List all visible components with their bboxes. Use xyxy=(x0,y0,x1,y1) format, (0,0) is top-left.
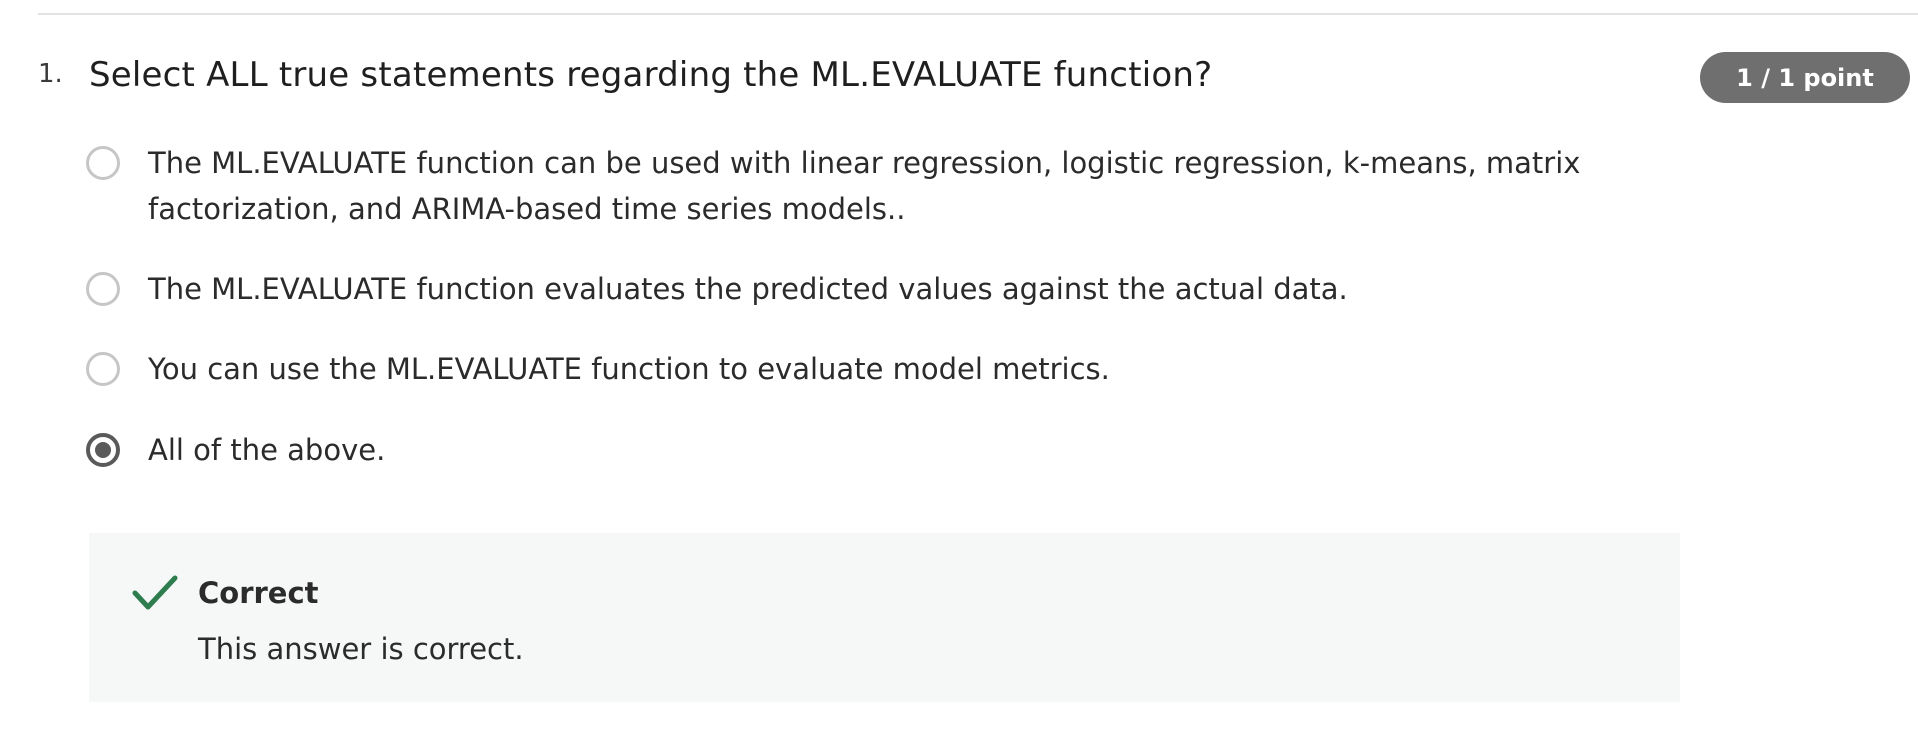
option-1[interactable]: The ML.EVALUATE function can be used wit… xyxy=(86,146,1668,232)
radio-button[interactable] xyxy=(86,352,120,386)
option-label: The ML.EVALUATE function evaluates the p… xyxy=(148,272,1348,306)
feedback-title: Correct xyxy=(198,576,319,610)
option-4[interactable]: All of the above. xyxy=(86,433,1668,473)
score-badge: 1 / 1 point xyxy=(1700,52,1910,103)
feedback-text: This answer is correct. xyxy=(198,632,524,666)
option-label: You can use the ML.EVALUATE function to … xyxy=(148,352,1110,386)
question-number: 1. xyxy=(38,59,63,89)
option-label: The ML.EVALUATE function can be used wit… xyxy=(148,146,1581,226)
question-text: Select ALL true statements regarding the… xyxy=(89,55,1213,95)
option-3[interactable]: You can use the ML.EVALUATE function to … xyxy=(86,352,1668,392)
option-label: All of the above. xyxy=(148,433,386,467)
checkmark-icon xyxy=(132,575,178,610)
top-divider xyxy=(38,13,1918,15)
radio-button-selected[interactable] xyxy=(86,433,120,467)
radio-button[interactable] xyxy=(86,272,120,306)
option-2[interactable]: The ML.EVALUATE function evaluates the p… xyxy=(86,272,1668,312)
radio-button[interactable] xyxy=(86,146,120,180)
feedback-panel: Correct This answer is correct. xyxy=(89,533,1680,702)
